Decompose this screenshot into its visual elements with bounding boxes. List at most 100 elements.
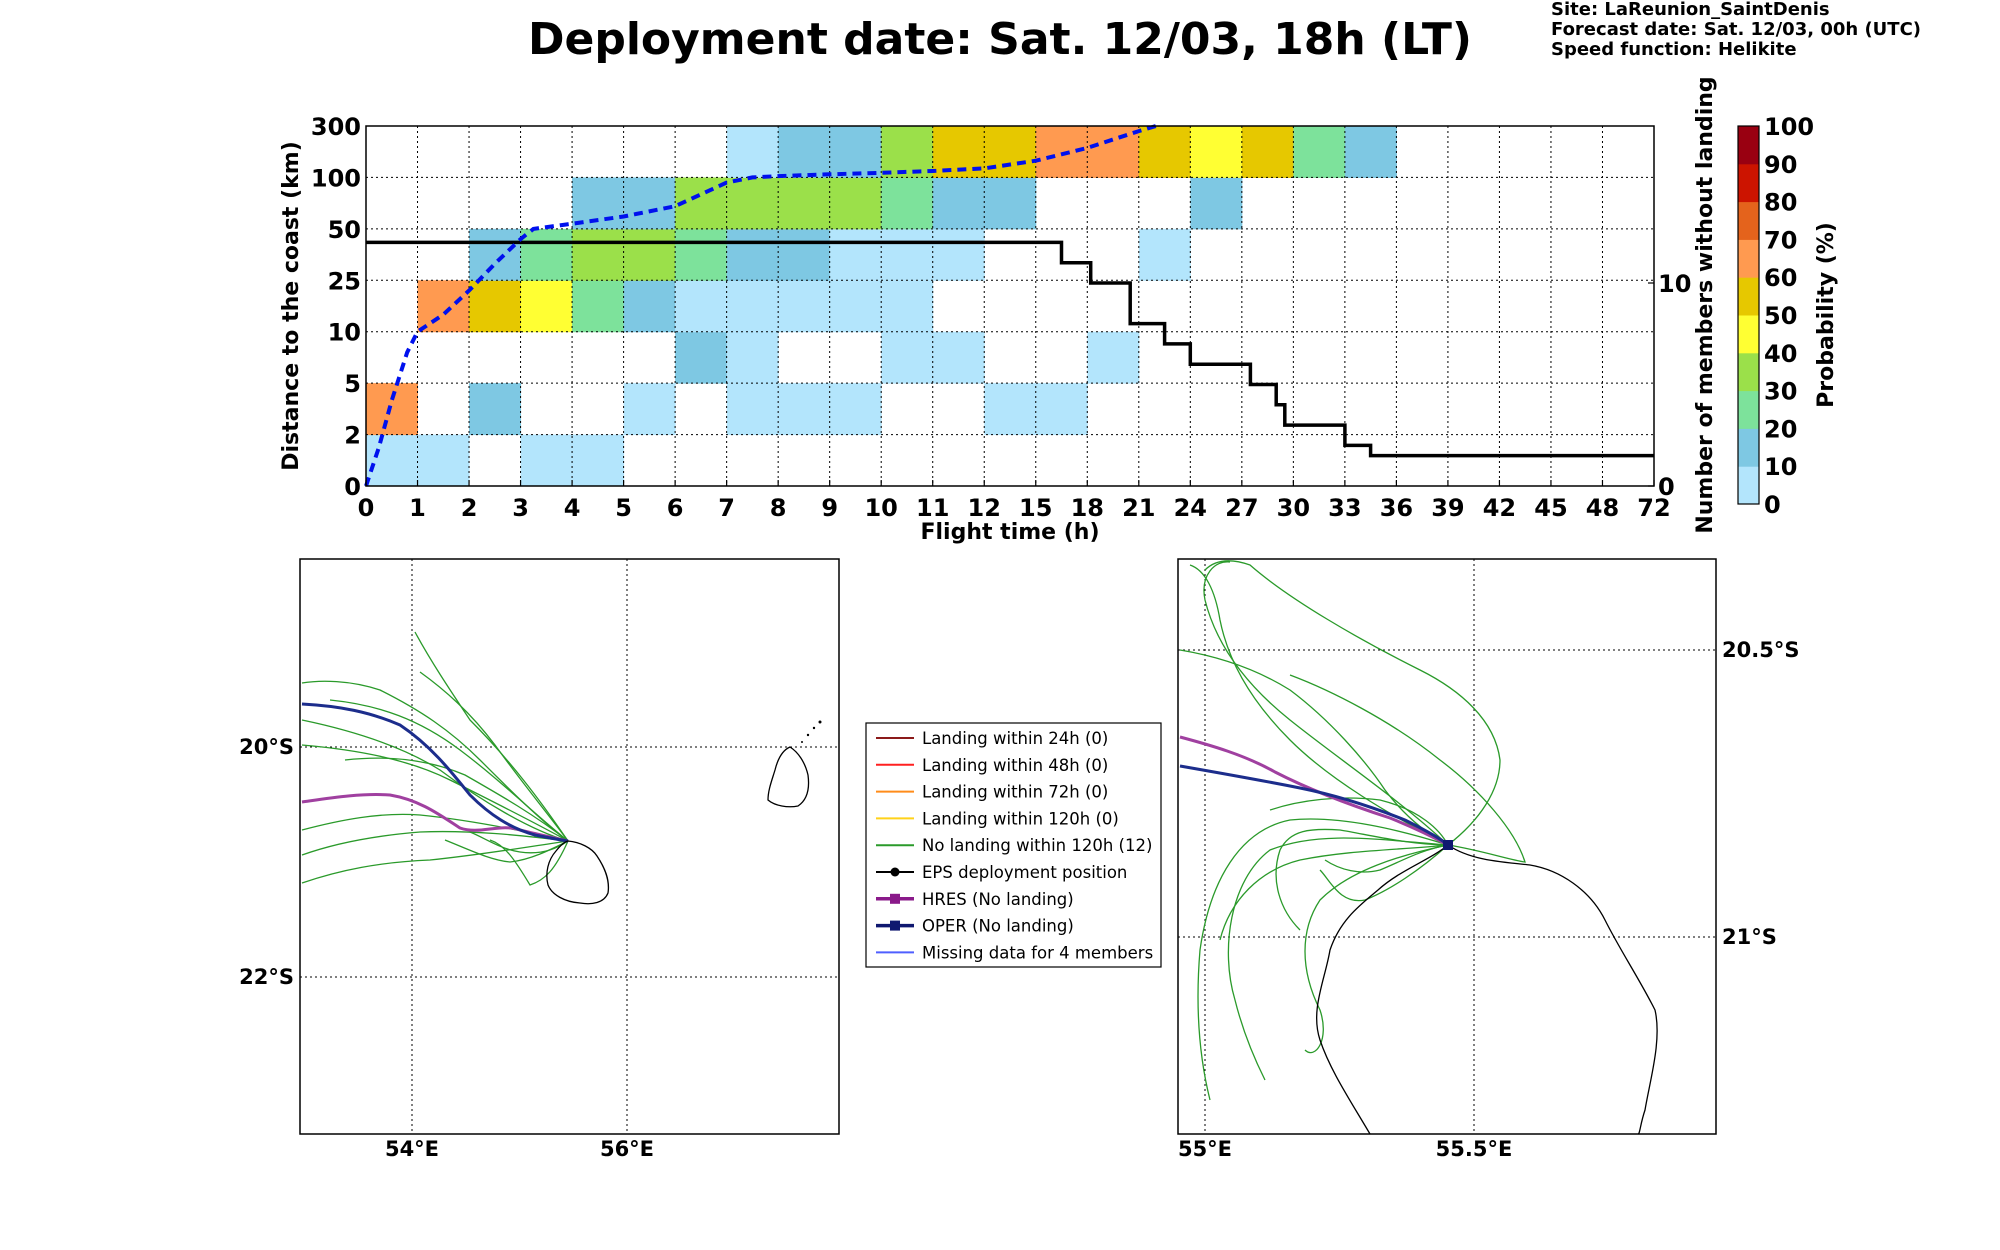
heatmap-cell <box>984 383 1037 436</box>
heatmap-cell <box>881 280 934 333</box>
x-tick-label: 7 <box>718 494 735 522</box>
heatmap-cell <box>366 383 419 436</box>
members-step-path <box>366 240 1654 458</box>
colorbar-tick-label: 50 <box>1764 302 1797 330</box>
x-tick-label: 42 <box>1483 494 1516 522</box>
legend-item: Missing data for 4 members <box>876 943 1153 962</box>
legend-label: Landing within 24h (0) <box>922 729 1108 748</box>
heatmap-cell <box>623 177 676 230</box>
heatmap-cell <box>829 126 882 178</box>
heatmap-cell <box>778 228 831 281</box>
colorbar-tick-label: 0 <box>1764 491 1781 519</box>
legend-label: OPER (No landing) <box>922 917 1074 936</box>
left-map-member-tracks <box>301 631 569 886</box>
heatmap-cell <box>572 228 625 281</box>
right-tick-label: 10 <box>1658 270 1691 298</box>
colorbar-tick-label: 60 <box>1764 264 1797 292</box>
heatmap-cell <box>1293 126 1346 178</box>
regional-trajectory-map: 54°E 56°E 20°S 22°S <box>239 558 840 1161</box>
x-tick-label: 1 <box>409 494 426 522</box>
heatmap-cell <box>1190 126 1243 178</box>
heatmap-cell <box>881 331 934 384</box>
legend-marker <box>890 920 900 931</box>
x-axis-label: Flight time (h) <box>920 520 1099 545</box>
heatmap-cell <box>726 280 779 333</box>
right-map-y-tick-20-5S: 20.5°S <box>1722 638 1799 662</box>
heatmap-cell <box>469 228 522 281</box>
heatmap-cell <box>1190 177 1243 230</box>
heatmap-cell <box>520 434 573 487</box>
colorbar-cell <box>1738 201 1759 240</box>
heatmap-cells <box>366 126 1397 487</box>
legend-frame <box>865 722 1162 968</box>
right-map-member-tracks <box>1179 560 1526 1101</box>
members-without-landing-line <box>366 240 1654 458</box>
colorbar-cell <box>1738 352 1759 392</box>
x-tick-label: 3 <box>512 494 529 522</box>
x-tick-label: 45 <box>1534 494 1567 522</box>
x-tick-label: 18 <box>1071 494 1104 522</box>
heatmap-cell <box>675 280 728 333</box>
colorbar-tick-label: 100 <box>1764 113 1814 141</box>
colorbar-cell <box>1738 466 1759 505</box>
heatmap-cell <box>881 126 934 178</box>
legend-label: No landing within 120h (12) <box>922 836 1152 855</box>
right-map-x-tick-55E: 55°E <box>1178 1137 1232 1161</box>
colorbar-cell <box>1738 390 1759 429</box>
colorbar-label: Probability (%) <box>1814 222 1839 408</box>
colorbar-cell <box>1738 126 1759 165</box>
heatmap-cell <box>881 177 934 230</box>
left-map-y-tick-22S: 22°S <box>239 965 294 989</box>
x-tick-label: 15 <box>1019 494 1052 522</box>
probability-colorbar: 0 10 20 30 40 50 60 70 80 90 100 Probability (%) <box>1737 113 1839 519</box>
probability-heatmap: 0 1 2 3 4 5 6 7 8 9 10 11 12 15 18 21 24 27 30 33 36 39 42 45 48… <box>279 76 1718 545</box>
heatmap-cell <box>1344 126 1397 178</box>
y-tick-label: 100 <box>311 164 361 192</box>
x-tick-label: 8 <box>770 494 787 522</box>
heatmap-cell <box>726 228 779 281</box>
colorbar-cell <box>1738 277 1759 316</box>
median-distance-path <box>364 124 1157 487</box>
right-axis-label: Number of members without landing <box>1693 76 1718 533</box>
site-label: Site: LaReunion_SaintDenis <box>1551 0 1830 20</box>
heatmap-cell <box>623 228 676 281</box>
legend-item: Landing within 120h (0) <box>876 809 1119 828</box>
mauritius-coastline <box>767 746 810 808</box>
left-map-y-tick-20S: 20°S <box>239 735 294 759</box>
right-tick-label: 0 <box>1658 473 1675 501</box>
heatmap-cell <box>829 280 882 333</box>
legend-items: Landing within 24h (0) Landing within 48h… <box>876 729 1153 962</box>
reunion-coastline-left <box>546 840 610 905</box>
heatmap-cell <box>520 228 573 281</box>
left-map-frame <box>299 558 840 1135</box>
deployment-position-marker <box>1443 840 1453 850</box>
x-tick-label: 5 <box>615 494 632 522</box>
left-map-x-tick-56E: 56°E <box>600 1137 654 1161</box>
right-map-oper-track <box>1179 764 1449 847</box>
colorbar-cell <box>1738 163 1759 203</box>
colorbar-tick-label: 80 <box>1764 189 1797 217</box>
mauritius-islets <box>801 720 822 743</box>
heatmap-cell <box>366 434 419 487</box>
heatmap-cell <box>726 331 779 384</box>
x-tick-label: 4 <box>564 494 581 522</box>
x-tick-label: 48 <box>1586 494 1619 522</box>
heatmap-cell <box>726 126 779 178</box>
x-tick-label: 10 <box>864 494 897 522</box>
y-tick-label: 10 <box>328 319 361 347</box>
colorbar-tick-label: 10 <box>1764 453 1797 481</box>
legend-marker <box>890 867 900 877</box>
heatmap-cell <box>829 383 882 436</box>
x-tick-label: 36 <box>1380 494 1413 522</box>
heatmap-cell <box>1035 126 1088 178</box>
heatmap-cell <box>1035 383 1088 436</box>
y-tick-label: 5 <box>344 370 361 398</box>
x-tick-label: 24 <box>1174 494 1207 522</box>
heatmap-cell <box>726 177 779 230</box>
heatmap-cell <box>984 126 1037 178</box>
heatmap-cell <box>726 383 779 436</box>
local-trajectory-map: 55°E 55.5°E 20.5°S 21°S <box>1177 558 1799 1161</box>
heatmap-cell <box>675 331 728 384</box>
